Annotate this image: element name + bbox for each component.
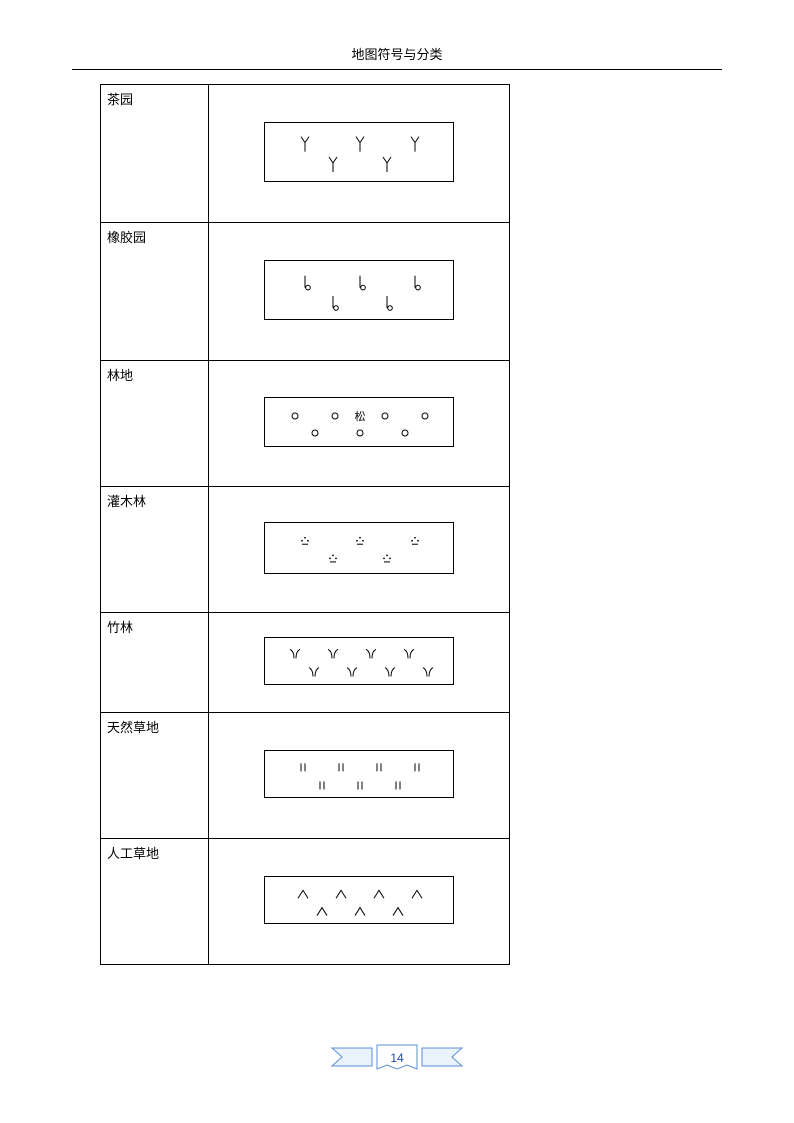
table-row: 橡胶园 (101, 223, 510, 361)
symbol-label: 竹林 (101, 613, 209, 713)
symbols-table: 茶园 橡胶园 林地 松灌木林 (100, 84, 510, 965)
symbol-cell (208, 223, 509, 361)
grass-natural-symbol (264, 750, 454, 798)
tea-symbol (264, 122, 454, 182)
symbol-label: 人工草地 (101, 839, 209, 965)
shrub-symbol (264, 522, 454, 574)
table-row: 天然草地 (101, 713, 510, 839)
table-row: 竹林 (101, 613, 510, 713)
symbol-cell (208, 85, 509, 223)
page-title: 地图符号与分类 (0, 0, 794, 69)
symbol-cell: 松 (208, 361, 509, 487)
table-row: 人工草地 (101, 839, 510, 965)
table-row: 茶园 (101, 85, 510, 223)
table-row: 灌木林 (101, 487, 510, 613)
table-row: 林地 松 (101, 361, 510, 487)
symbol-label: 橡胶园 (101, 223, 209, 361)
page-number: 14 (390, 1051, 404, 1065)
rubber-symbol (264, 260, 454, 320)
grass-artificial-symbol (264, 876, 454, 924)
page-number-badge: 14 (322, 1041, 472, 1073)
symbol-label: 灌木林 (101, 487, 209, 613)
header-divider (72, 69, 722, 70)
symbol-label: 林地 (101, 361, 209, 487)
symbol-label: 天然草地 (101, 713, 209, 839)
symbol-cell (208, 613, 509, 713)
symbol-cell (208, 487, 509, 613)
symbol-cell (208, 839, 509, 965)
bamboo-symbol (264, 637, 454, 685)
symbol-label: 茶园 (101, 85, 209, 223)
symbol-cell (208, 713, 509, 839)
forest-symbol: 松 (264, 397, 454, 447)
svg-text:松: 松 (354, 409, 365, 423)
